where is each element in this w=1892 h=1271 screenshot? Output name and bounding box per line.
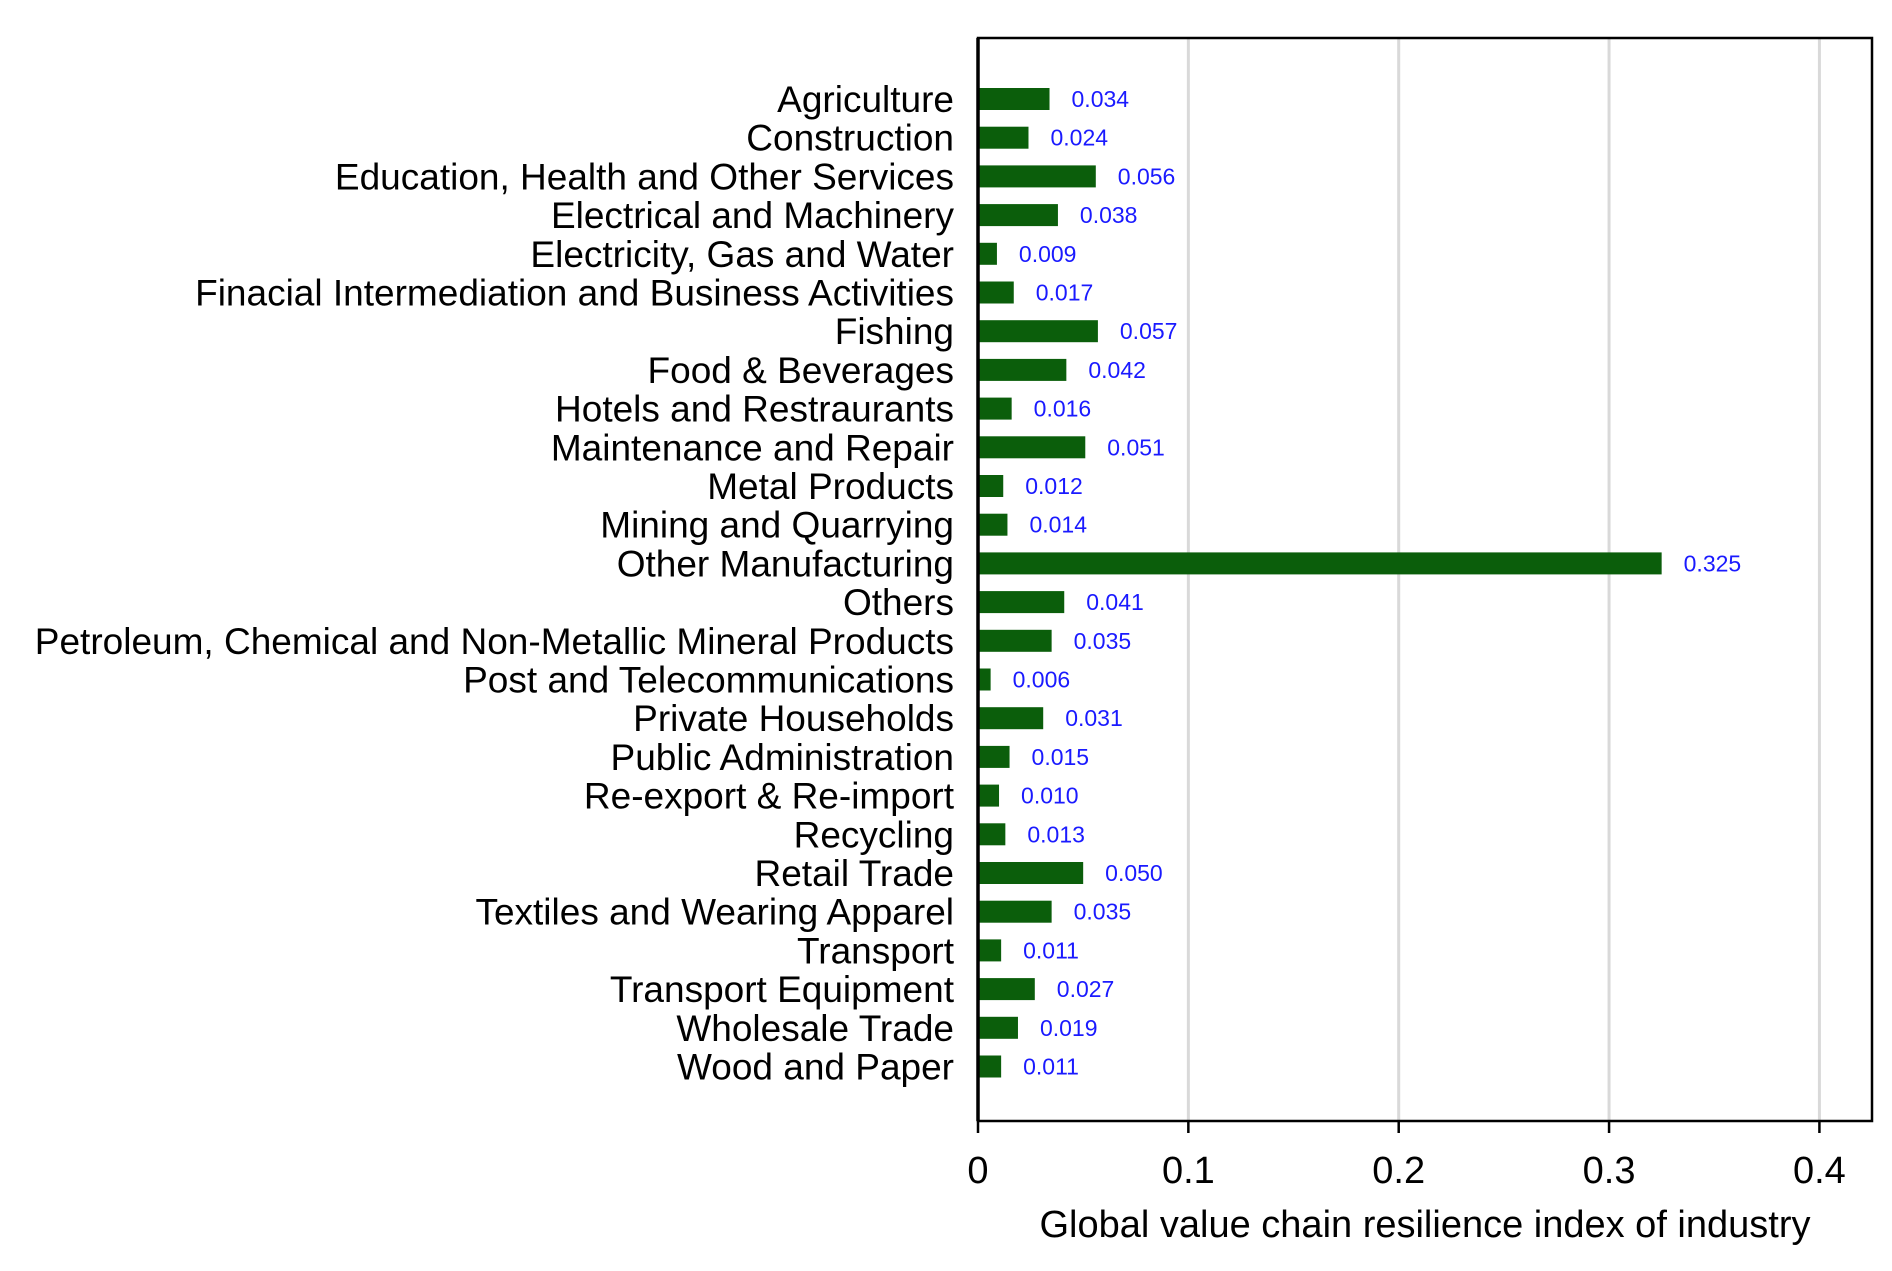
category-label-construction: Construction (746, 118, 954, 159)
value-label-transport-equipment: 0.027 (1057, 976, 1115, 1002)
value-label-textiles-and-wearing-apparel: 0.035 (1074, 899, 1132, 925)
bar-electricity-gas-and-water (978, 242, 997, 265)
category-label-transport: Transport (797, 930, 955, 971)
value-label-education-health-and-other-services: 0.056 (1118, 163, 1176, 189)
bar-recycling (978, 823, 1006, 846)
category-label-post-and-telecommunications: Post and Telecommunications (463, 660, 954, 701)
value-label-wood-and-paper: 0.011 (1023, 1054, 1079, 1080)
bar-retail-trade (978, 862, 1084, 884)
value-label-metal-products: 0.012 (1025, 473, 1083, 499)
bar-transport (978, 939, 1002, 962)
bar-education-health-and-other-services (978, 165, 1096, 188)
category-label-electrical-and-machinery: Electrical and Machinery (551, 195, 955, 236)
bar-mining-and-quarrying (978, 513, 1008, 536)
bar-transport-equipment (978, 978, 1035, 1001)
value-label-public-administration: 0.015 (1032, 744, 1090, 770)
bar-maintenance-and-repair (978, 436, 1086, 459)
bar-food-beverages (978, 358, 1067, 381)
value-label-fishing: 0.057 (1120, 318, 1178, 344)
value-label-recycling: 0.013 (1027, 821, 1085, 847)
value-label-finacial-intermediation-and-business-activities: 0.017 (1036, 280, 1094, 306)
x-tick-label-1: 0.1 (1162, 1150, 1215, 1192)
category-label-other-manufacturing: Other Manufacturing (617, 543, 954, 584)
category-label-electricity-gas-and-water: Electricity, Gas and Water (530, 234, 954, 275)
value-label-re-export-re-import: 0.010 (1021, 783, 1079, 809)
value-label-petroleum-chemical-and-non-metallic-mineral-products: 0.035 (1074, 628, 1132, 654)
category-label-food-beverages: Food & Beverages (648, 350, 954, 391)
category-label-petroleum-chemical-and-non-metallic-mineral-products: Petroleum, Chemical and Non-Metallic Min… (35, 621, 954, 662)
x-tick-label-3: 0.3 (1583, 1150, 1636, 1192)
bar-private-households (978, 707, 1044, 730)
value-label-electricity-gas-and-water: 0.009 (1019, 241, 1077, 267)
category-label-agriculture: Agriculture (777, 79, 954, 120)
category-label-education-health-and-other-services: Education, Health and Other Services (335, 156, 954, 197)
value-label-post-and-telecommunications: 0.006 (1013, 667, 1071, 693)
category-label-recycling: Recycling (794, 814, 954, 855)
bar-fishing (978, 320, 1098, 343)
category-label-mining-and-quarrying: Mining and Quarrying (600, 505, 954, 546)
grid-lines (1186, 38, 1821, 1121)
x-axis-title: Global value chain resilience index of i… (1040, 1204, 1811, 1246)
category-label-others: Others (843, 582, 954, 623)
value-label-food-beverages: 0.042 (1088, 357, 1146, 383)
bar-other-manufacturing (978, 552, 1662, 575)
category-label-maintenance-and-repair: Maintenance and Repair (551, 427, 954, 468)
value-label-agriculture: 0.034 (1072, 86, 1130, 112)
category-label-fishing: Fishing (835, 311, 954, 352)
bar-wood-and-paper (978, 1055, 1002, 1078)
bar-hotels-and-restraurants (978, 397, 1012, 420)
bar-agriculture (978, 88, 1050, 110)
bar-electrical-and-machinery (978, 204, 1058, 227)
value-label-mining-and-quarrying: 0.014 (1029, 512, 1087, 538)
value-label-construction: 0.024 (1050, 125, 1108, 151)
value-label-electrical-and-machinery: 0.038 (1080, 202, 1138, 228)
x-tick-label-4: 0.4 (1793, 1150, 1846, 1192)
value-label-private-households: 0.031 (1065, 705, 1123, 731)
category-label-metal-products: Metal Products (707, 466, 954, 507)
category-label-private-households: Private Households (633, 698, 954, 739)
bar-construction (978, 126, 1029, 149)
bars (978, 88, 1662, 1078)
bar-petroleum-chemical-and-non-metallic-mineral-products (978, 629, 1052, 652)
category-label-wood-and-paper: Wood and Paper (677, 1047, 954, 1088)
value-label-wholesale-trade: 0.019 (1040, 1015, 1098, 1041)
category-label-re-export-re-import: Re-export & Re-import (584, 776, 955, 817)
value-label-retail-trade: 0.050 (1105, 860, 1163, 886)
value-label-hotels-and-restraurants: 0.016 (1034, 396, 1092, 422)
bar-re-export-re-import (978, 784, 1000, 807)
bar-wholesale-trade (978, 1016, 1018, 1039)
bar-finacial-intermediation-and-business-activities (978, 281, 1014, 304)
bar-metal-products (978, 475, 1004, 497)
category-label-textiles-and-wearing-apparel: Textiles and Wearing Apparel (475, 892, 954, 933)
bar-post-and-telecommunications (978, 668, 991, 691)
category-label-wholesale-trade: Wholesale Trade (676, 1008, 954, 1049)
category-label-finacial-intermediation-and-business-activities: Finacial Intermediation and Business Act… (195, 273, 954, 314)
bar-public-administration (978, 745, 1010, 768)
category-label-public-administration: Public Administration (611, 737, 954, 778)
value-label-other-manufacturing: 0.325 (1684, 550, 1742, 576)
bar-textiles-and-wearing-apparel (978, 900, 1052, 923)
x-tick-label-0: 0 (967, 1150, 988, 1192)
bar-others (978, 591, 1065, 614)
category-label-hotels-and-restraurants: Hotels and Restraurants (555, 389, 954, 430)
x-axis: 0 0.1 0.2 0.3 0.4 (967, 1121, 1846, 1192)
category-label-retail-trade: Retail Trade (755, 853, 955, 894)
value-label-maintenance-and-repair: 0.051 (1107, 434, 1165, 460)
value-label-others: 0.041 (1086, 589, 1144, 615)
value-label-transport: 0.011 (1023, 937, 1079, 963)
plot-frame (976, 36, 1874, 1123)
x-tick-label-2: 0.2 (1372, 1150, 1425, 1192)
category-label-transport-equipment: Transport Equipment (610, 969, 955, 1010)
